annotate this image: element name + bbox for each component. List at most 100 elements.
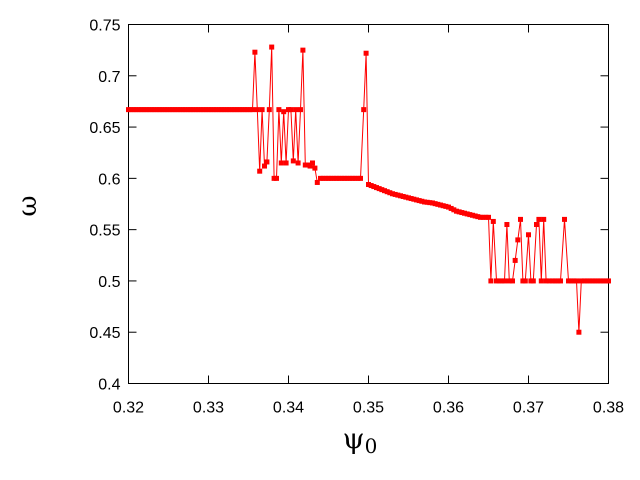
data-point (206, 107, 212, 113)
data-point (392, 191, 398, 197)
data-point (422, 199, 427, 205)
data-point (151, 107, 157, 113)
data-point (552, 278, 558, 284)
data-point (598, 278, 603, 284)
data-point (424, 199, 430, 205)
data-point (242, 107, 248, 113)
data-point (169, 107, 175, 113)
data-point (231, 107, 237, 113)
data-point (440, 203, 446, 209)
ticks: 0.32 0.33 0.34 0.35 0.36 0.37 0.38 0.4 0.45 0.5 0.… (89, 18, 624, 417)
data-point (250, 107, 255, 113)
data-point (478, 214, 483, 220)
data-point (274, 175, 279, 181)
data-point (126, 107, 131, 113)
data-point (488, 278, 494, 284)
data-point (177, 107, 183, 113)
data-point (198, 107, 204, 113)
data-point (366, 182, 371, 188)
data-point (276, 107, 282, 113)
data-point (278, 160, 284, 166)
data-point (185, 107, 191, 113)
series-line (128, 47, 609, 333)
x-tick-label: 0.34 (273, 400, 304, 417)
data-point (323, 175, 329, 181)
data-point (312, 165, 318, 171)
data-point (352, 175, 358, 181)
data-point (592, 278, 598, 284)
data-point (536, 216, 542, 222)
data-point (414, 197, 419, 203)
data-point (283, 160, 289, 166)
data-point (411, 196, 417, 202)
data-point (358, 175, 363, 181)
data-point (448, 205, 454, 211)
data-point (446, 204, 451, 210)
x-tick-label: 0.38 (593, 400, 624, 417)
data-point (257, 168, 263, 174)
data-point (515, 237, 521, 243)
data-point (252, 49, 258, 55)
data-point (216, 107, 222, 113)
data-point (290, 158, 296, 164)
data-point (229, 107, 235, 113)
data-point (578, 278, 584, 284)
data-point (295, 160, 301, 166)
data-point (541, 216, 547, 222)
data-point (281, 109, 287, 115)
y-tick-label: 0.5 (98, 274, 120, 291)
x-tick-label: 0.36 (433, 400, 464, 417)
data-point (234, 107, 240, 113)
data-point (534, 222, 539, 228)
data-point (382, 188, 387, 194)
data-point (331, 175, 337, 181)
data-point (398, 193, 403, 199)
data-point (195, 107, 201, 113)
data-point (546, 278, 552, 284)
data-point (239, 107, 245, 113)
data-point (247, 107, 253, 113)
data-point (416, 198, 422, 204)
data-point (188, 107, 193, 113)
data-point (342, 175, 347, 181)
data-point (318, 175, 323, 181)
data-point (157, 107, 162, 113)
data-point (144, 107, 150, 113)
data-point (264, 159, 270, 165)
data-point (347, 175, 353, 181)
data-point (403, 194, 409, 200)
series (126, 44, 611, 335)
y-tick-label: 0.45 (89, 325, 120, 342)
data-point (244, 107, 250, 113)
data-point (262, 163, 267, 169)
data-point (430, 200, 435, 206)
x-tick-label: 0.35 (353, 400, 384, 417)
data-point (208, 107, 214, 113)
data-point (254, 107, 260, 113)
data-point (219, 107, 224, 113)
data-point (328, 175, 334, 181)
data-point (213, 107, 219, 113)
data-point (293, 107, 299, 113)
data-point (384, 189, 390, 195)
x-tick-label: 0.33 (193, 400, 224, 417)
data-point (379, 187, 385, 193)
data-point (237, 107, 243, 113)
x-axis-label-subscript: 0 (365, 434, 378, 458)
data-point (419, 198, 425, 204)
data-point (180, 107, 186, 113)
data-point (298, 107, 303, 113)
data-point (590, 278, 595, 284)
data-point (502, 278, 507, 284)
data-point (387, 190, 393, 196)
data-point (432, 201, 438, 207)
data-point (462, 210, 467, 216)
data-point (562, 216, 567, 222)
data-point (504, 222, 510, 228)
y-tick-label: 0.7 (98, 69, 120, 86)
data-point (200, 107, 206, 113)
data-point (566, 278, 571, 284)
data-point (584, 278, 590, 284)
data-point (162, 107, 168, 113)
data-point (587, 278, 593, 284)
